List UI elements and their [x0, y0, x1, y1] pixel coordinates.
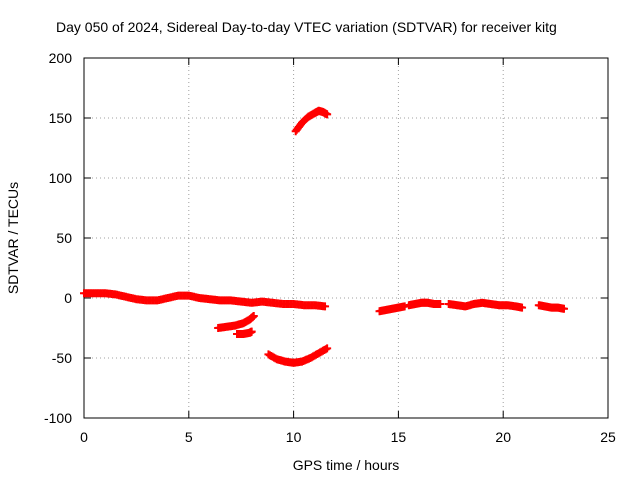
gridlines [84, 58, 608, 418]
data-point [321, 302, 330, 311]
data-points [80, 106, 568, 367]
axis-ticks [83, 57, 609, 419]
plot-frame [83, 57, 609, 419]
y-tick-label: 50 [56, 230, 72, 246]
series-arc-dip [264, 344, 332, 367]
series-arc-late-2 [404, 298, 445, 310]
data-point [400, 302, 409, 311]
data-point [247, 327, 256, 336]
data-point [518, 303, 527, 312]
y-tick-label: 150 [49, 110, 73, 126]
series-arc-main [80, 289, 330, 311]
x-tick-label: 20 [495, 429, 511, 445]
x-tick-label: 0 [80, 429, 88, 445]
data-point [436, 300, 445, 308]
data-point [323, 344, 332, 353]
x-tick-labels: 0 5 10 15 20 25 [80, 429, 616, 445]
data-point [559, 304, 568, 313]
x-tick-label: 25 [600, 429, 616, 445]
data-point [249, 312, 258, 320]
y-tick-labels: -100 -50 0 50 100 150 200 [44, 50, 72, 426]
y-axis-title: SDTVAR / TECUs [5, 182, 21, 294]
series-arc-late-4 [534, 301, 568, 313]
y-tick-label: 0 [64, 290, 72, 306]
x-tick-label: 15 [391, 429, 407, 445]
x-axis-title: GPS time / hours [293, 457, 400, 473]
series-arc-high [291, 106, 332, 136]
y-tick-label: -50 [52, 350, 72, 366]
data-point [323, 110, 332, 119]
series-arc-late-1 [375, 302, 409, 316]
series-arc-late-3 [444, 298, 527, 312]
series-arc-low-2 [233, 327, 256, 338]
x-tick-label: 10 [286, 429, 302, 445]
y-tick-label: -100 [44, 410, 72, 426]
x-tick-label: 5 [185, 429, 193, 445]
chart-title: Day 050 of 2024, Sidereal Day-to-day VTE… [56, 19, 557, 35]
series-arc-low-1 [214, 312, 258, 332]
y-tick-label: 200 [49, 50, 73, 66]
y-tick-label: 100 [49, 170, 73, 186]
